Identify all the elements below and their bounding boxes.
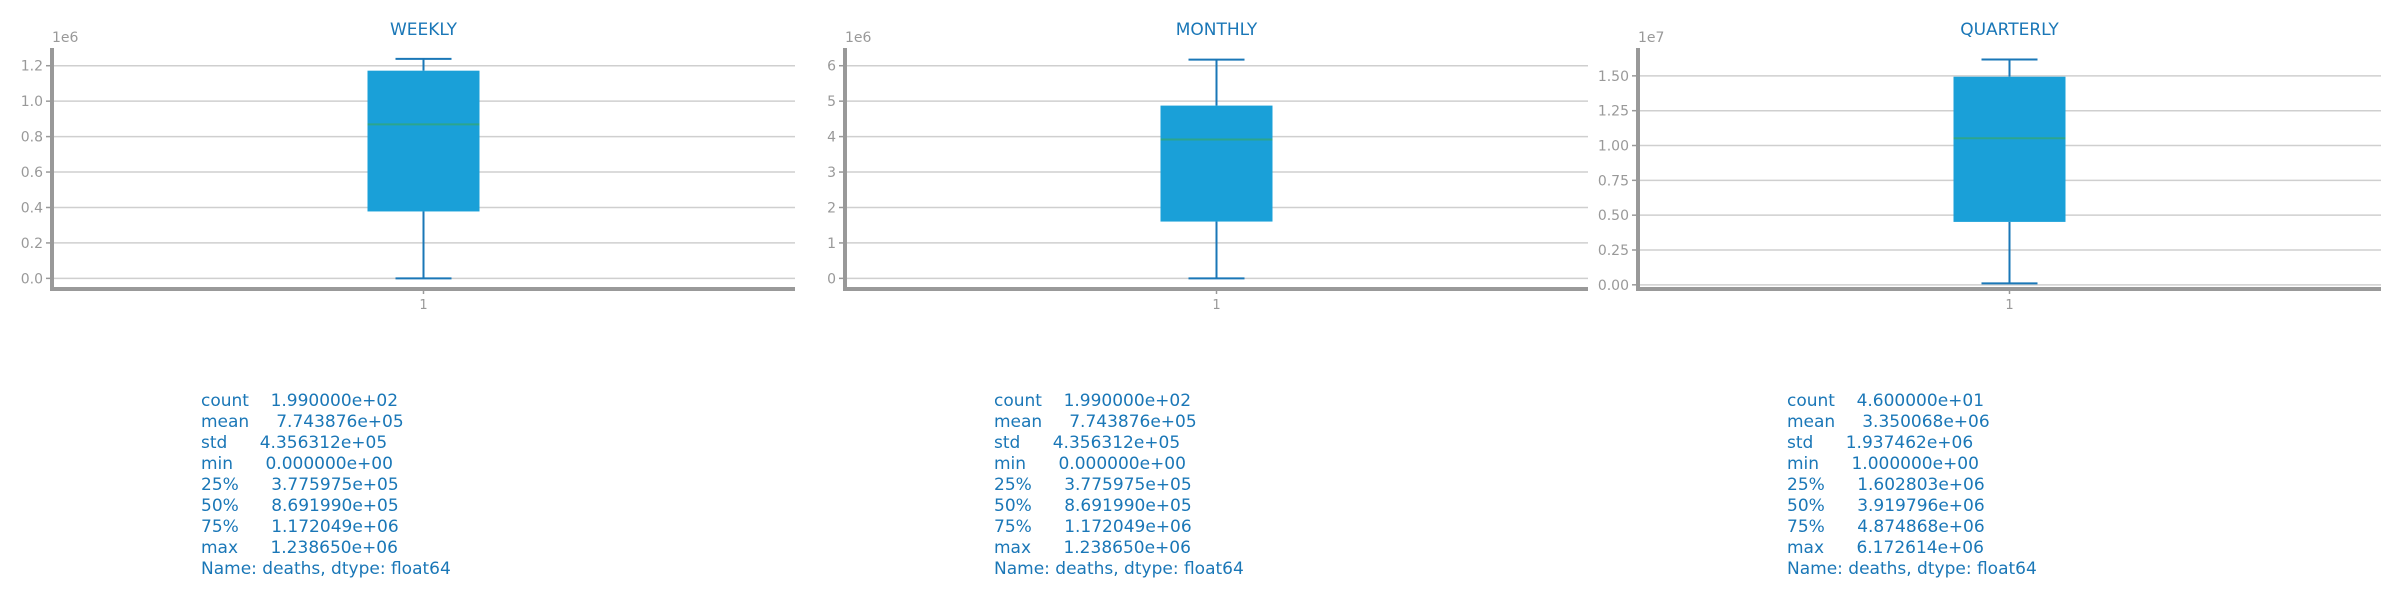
monthly-ytick-label: 6 (827, 59, 836, 75)
quarterly-ytick-label: 0.00 (1598, 278, 1629, 294)
weekly-ytick-label: 0.8 (21, 130, 43, 146)
monthly-ytick-label: 1 (827, 236, 836, 252)
monthly-ytick-label: 2 (827, 200, 836, 216)
quarterly-stats-text: count 4.600000e+01 mean 3.350068e+06 std… (1787, 391, 2037, 579)
quarterly-box (1953, 76, 2066, 222)
monthly-scale-label: 1e6 (845, 30, 872, 46)
monthly-ytick-label: 3 (827, 165, 836, 181)
quarterly-ytick-label: 0.75 (1598, 173, 1629, 189)
monthly-ytick-label: 0 (827, 271, 836, 287)
weekly-ytick-label: 0.2 (21, 236, 43, 252)
weekly-box (367, 70, 480, 212)
weekly-ytick-label: 0.0 (21, 271, 43, 287)
monthly-ytick-label: 5 (827, 94, 836, 110)
monthly-chart: 0 1 2 3 4 5 6 1e6 MONTHLY 1 (827, 20, 1588, 313)
monthly-xtick-label: 1 (1212, 298, 1220, 313)
quarterly-ytick-label: 0.25 (1598, 243, 1629, 259)
weekly-ytick-label: 0.6 (21, 165, 43, 181)
quarterly-title: QUARTERLY (1960, 20, 2059, 40)
quarterly-ytick-label: 1.00 (1598, 139, 1629, 155)
monthly-ytick-label: 4 (827, 130, 836, 146)
weekly-stats-text: count 1.990000e+02 mean 7.743876e+05 std… (201, 391, 451, 579)
monthly-stats-text: count 1.990000e+02 mean 7.743876e+05 std… (994, 391, 1244, 579)
quarterly-xtick-label: 1 (2005, 298, 2013, 313)
quarterly-chart: 0.00 0.25 0.50 0.75 1.00 1.25 1.50 1e7 QUARTERLY… (1598, 20, 2381, 313)
monthly-title: MONTHLY (1176, 20, 1258, 40)
weekly-title: WEEKLY (390, 20, 458, 40)
weekly-scale-label: 1e6 (52, 30, 79, 46)
quarterly-ytick-label: 0.50 (1598, 208, 1629, 224)
weekly-ytick-label: 1.2 (21, 59, 43, 75)
weekly-ytick-label: 0.4 (21, 200, 43, 216)
quarterly-ytick-label: 1.50 (1598, 69, 1629, 85)
monthly-box (1160, 105, 1273, 222)
weekly-ytick-label: 1.0 (21, 94, 43, 110)
weekly-chart: 0.0 0.2 0.4 0.6 0.8 1.0 1.2 1e6 WEEKLY 1 (21, 20, 795, 313)
quarterly-scale-label: 1e7 (1638, 30, 1664, 46)
weekly-xtick-label: 1 (419, 298, 427, 313)
quarterly-ytick-label: 1.25 (1598, 104, 1629, 120)
